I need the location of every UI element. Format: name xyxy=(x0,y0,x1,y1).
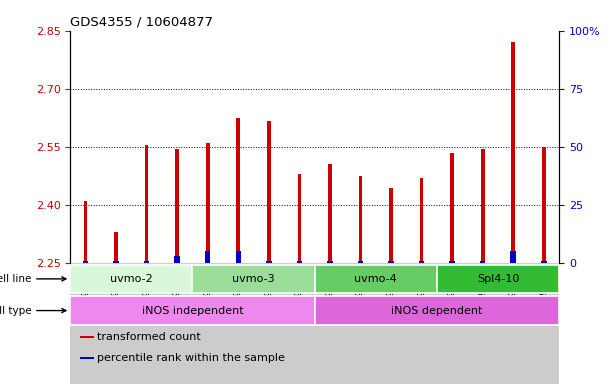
Bar xyxy=(206,143,210,263)
Text: uvmo-2: uvmo-2 xyxy=(110,274,153,284)
Bar xyxy=(267,121,271,263)
Bar xyxy=(541,261,547,263)
Bar xyxy=(83,261,89,263)
Bar xyxy=(511,42,515,263)
Text: iNOS independent: iNOS independent xyxy=(142,306,243,316)
Bar xyxy=(420,178,423,263)
Bar xyxy=(175,149,179,263)
Bar xyxy=(437,265,559,293)
Bar xyxy=(70,296,315,325)
Bar xyxy=(114,261,119,263)
Bar xyxy=(389,261,394,263)
Bar xyxy=(80,336,94,338)
Bar xyxy=(114,232,118,263)
Bar xyxy=(480,261,486,263)
Bar xyxy=(450,261,455,263)
Bar xyxy=(80,358,94,359)
Bar xyxy=(70,265,192,293)
Bar xyxy=(450,153,454,263)
Bar xyxy=(70,263,559,384)
Bar xyxy=(542,147,546,263)
Bar xyxy=(327,261,333,263)
Text: percentile rank within the sample: percentile rank within the sample xyxy=(97,353,285,363)
Text: GDS4355 / 10604877: GDS4355 / 10604877 xyxy=(70,15,213,28)
Bar xyxy=(192,265,315,293)
Bar xyxy=(145,145,148,263)
Bar xyxy=(266,261,271,263)
Bar xyxy=(359,176,362,263)
Text: transformed count: transformed count xyxy=(97,332,201,342)
Bar xyxy=(315,265,437,293)
Bar xyxy=(358,261,363,263)
Bar xyxy=(236,252,241,263)
Bar xyxy=(175,256,180,263)
Bar xyxy=(236,118,240,263)
Text: cell type: cell type xyxy=(0,306,66,316)
Bar xyxy=(297,261,302,263)
Text: uvmo-4: uvmo-4 xyxy=(354,274,397,284)
Bar xyxy=(315,296,559,325)
Bar xyxy=(328,164,332,263)
Bar xyxy=(481,149,485,263)
Bar xyxy=(389,187,393,263)
Bar xyxy=(419,261,425,263)
Text: Spl4-10: Spl4-10 xyxy=(477,274,519,284)
Bar xyxy=(84,201,87,263)
Bar xyxy=(144,261,149,263)
Bar xyxy=(205,252,210,263)
Text: cell line: cell line xyxy=(0,274,66,284)
Bar xyxy=(298,174,301,263)
Bar xyxy=(511,252,516,263)
Text: iNOS dependent: iNOS dependent xyxy=(391,306,483,316)
Text: uvmo-3: uvmo-3 xyxy=(232,274,275,284)
